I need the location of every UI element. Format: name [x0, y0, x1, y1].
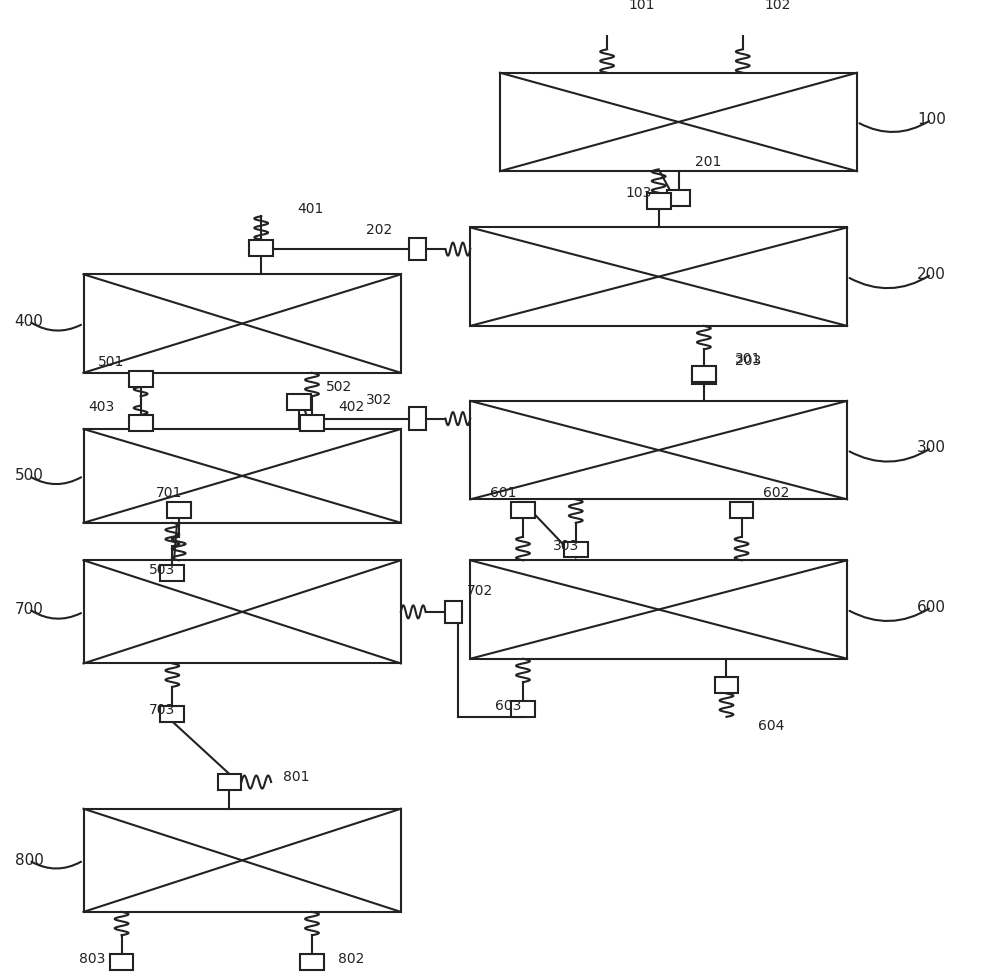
Bar	[84, 809, 401, 912]
Bar	[445, 601, 462, 623]
Bar	[300, 955, 324, 970]
Bar	[470, 560, 847, 658]
Text: 801: 801	[283, 770, 309, 785]
Text: 702: 702	[467, 584, 493, 598]
Text: 600: 600	[917, 600, 946, 615]
Text: 400: 400	[15, 314, 43, 328]
Bar	[218, 774, 241, 790]
Bar	[470, 401, 847, 499]
Bar	[731, 15, 755, 30]
Text: 800: 800	[15, 853, 43, 868]
Text: 300: 300	[917, 441, 946, 455]
Text: 603: 603	[495, 699, 521, 712]
Text: 202: 202	[366, 224, 392, 237]
Bar	[667, 190, 690, 206]
Bar	[160, 705, 184, 722]
Bar	[692, 368, 716, 384]
Bar	[409, 237, 426, 260]
Text: 501: 501	[98, 355, 124, 368]
Text: 401: 401	[298, 201, 324, 216]
Bar	[730, 502, 753, 518]
Bar	[129, 415, 153, 431]
Bar	[84, 275, 401, 373]
Bar	[160, 565, 184, 581]
Text: 502: 502	[326, 380, 352, 394]
Text: 100: 100	[917, 112, 946, 127]
Bar	[500, 72, 857, 171]
Bar	[511, 701, 535, 717]
Bar	[470, 228, 847, 326]
Text: 303: 303	[553, 539, 579, 553]
Bar	[647, 192, 671, 209]
Text: 200: 200	[917, 267, 946, 281]
Bar	[564, 541, 588, 558]
Text: 802: 802	[338, 952, 365, 966]
Text: 601: 601	[490, 486, 516, 500]
Bar	[110, 955, 133, 970]
Bar	[715, 677, 738, 694]
Text: 403: 403	[88, 401, 114, 414]
Text: 500: 500	[15, 468, 43, 484]
Text: 102: 102	[764, 0, 791, 13]
Text: 101: 101	[629, 0, 655, 13]
Text: 503: 503	[149, 563, 176, 576]
Text: 201: 201	[695, 154, 721, 169]
Text: 203: 203	[735, 354, 762, 367]
Bar	[249, 239, 273, 256]
Bar	[129, 371, 153, 387]
Bar	[511, 502, 535, 518]
Bar	[595, 15, 619, 30]
Text: 602: 602	[763, 486, 789, 500]
Bar	[300, 415, 324, 431]
Bar	[167, 502, 191, 518]
Text: 803: 803	[79, 952, 105, 966]
Text: 301: 301	[735, 352, 762, 365]
Bar	[409, 407, 426, 430]
Text: 700: 700	[15, 602, 43, 616]
Bar	[84, 560, 401, 663]
Text: 402: 402	[339, 401, 365, 414]
Bar	[287, 395, 311, 410]
Text: 302: 302	[366, 393, 392, 406]
Bar	[84, 429, 401, 523]
Text: 103: 103	[626, 187, 652, 200]
Text: 701: 701	[156, 486, 182, 500]
Text: 604: 604	[758, 719, 784, 734]
Text: 703: 703	[149, 703, 176, 717]
Bar	[692, 366, 716, 382]
